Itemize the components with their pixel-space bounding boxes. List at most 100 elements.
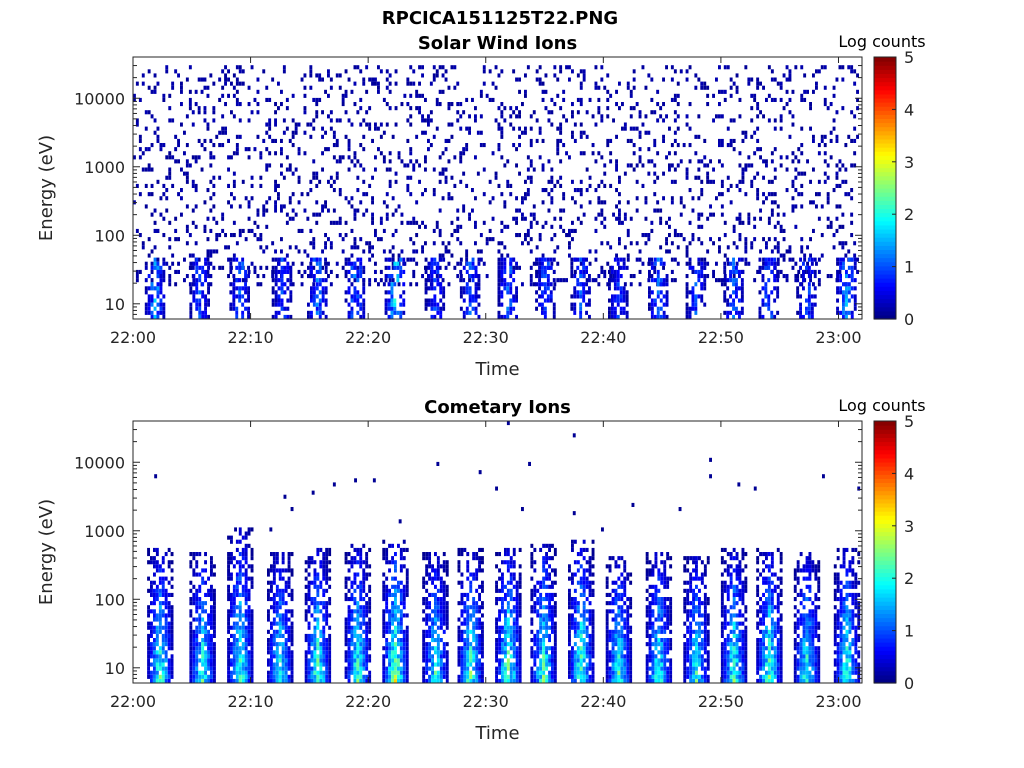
data-cell bbox=[168, 220, 172, 225]
data-cell bbox=[853, 151, 857, 156]
data-cell bbox=[365, 560, 369, 565]
colorbar-segment bbox=[874, 102, 896, 107]
data-cell bbox=[232, 286, 236, 291]
data-cell bbox=[359, 580, 363, 585]
data-cell bbox=[503, 286, 507, 291]
data-cell bbox=[201, 646, 205, 651]
data-cell bbox=[735, 286, 738, 291]
data-cell bbox=[204, 302, 207, 307]
data-cell bbox=[853, 241, 857, 246]
data-cell bbox=[141, 73, 145, 78]
data-cell bbox=[715, 261, 718, 266]
data-cell bbox=[543, 274, 547, 279]
data-cell bbox=[756, 85, 760, 90]
data-cell bbox=[344, 233, 348, 238]
data-cell bbox=[350, 298, 354, 303]
data-cell bbox=[328, 568, 332, 573]
data-cell bbox=[167, 638, 171, 643]
colorbar-segment bbox=[874, 265, 896, 271]
data-cell bbox=[482, 192, 486, 197]
data-cell bbox=[518, 77, 521, 82]
data-cell bbox=[474, 196, 477, 201]
data-cell bbox=[353, 208, 357, 213]
data-cell bbox=[247, 666, 251, 671]
data-cell bbox=[512, 265, 516, 270]
data-cell bbox=[356, 613, 360, 618]
data-cell bbox=[594, 122, 598, 127]
data-cell bbox=[479, 257, 483, 262]
data-cell bbox=[241, 564, 245, 569]
data-cell bbox=[836, 290, 839, 295]
data-cell bbox=[740, 269, 744, 274]
data-cell bbox=[606, 73, 610, 78]
data-cell bbox=[347, 290, 351, 295]
data-cell bbox=[650, 274, 654, 279]
data-cell bbox=[735, 89, 739, 94]
data-cell bbox=[189, 642, 193, 647]
data-cell bbox=[356, 650, 360, 655]
data-cell bbox=[773, 192, 777, 197]
data-cell bbox=[788, 77, 792, 82]
data-cell bbox=[388, 183, 392, 188]
data-cell bbox=[779, 118, 783, 123]
data-cell bbox=[608, 282, 611, 287]
data-cell bbox=[209, 274, 213, 279]
data-cell bbox=[500, 314, 504, 319]
data-cell bbox=[435, 274, 439, 279]
data-cell bbox=[312, 282, 316, 287]
data-cell bbox=[444, 77, 448, 82]
data-cell bbox=[161, 568, 165, 573]
data-cell bbox=[450, 102, 454, 107]
data-cell bbox=[200, 77, 204, 82]
data-cell bbox=[247, 294, 250, 299]
data-cell bbox=[450, 233, 454, 238]
data-cell bbox=[385, 625, 389, 630]
data-cell bbox=[788, 249, 792, 254]
data-cell bbox=[556, 179, 560, 184]
data-cell bbox=[329, 175, 333, 180]
data-cell bbox=[235, 629, 239, 634]
data-cell bbox=[521, 216, 524, 221]
data-cell bbox=[227, 625, 230, 630]
data-cell bbox=[374, 81, 377, 86]
data-cell bbox=[447, 261, 451, 266]
data-cell bbox=[839, 261, 842, 266]
data-cell bbox=[312, 294, 316, 299]
data-cell bbox=[648, 286, 651, 291]
data-cell bbox=[318, 269, 322, 274]
data-cell bbox=[543, 269, 547, 274]
data-cell bbox=[393, 298, 397, 303]
data-cell bbox=[189, 601, 193, 606]
data-cell bbox=[164, 633, 168, 638]
data-cell bbox=[209, 208, 213, 213]
data-cell bbox=[741, 167, 745, 172]
data-cell bbox=[397, 642, 400, 647]
data-cell bbox=[565, 233, 568, 238]
data-cell bbox=[327, 69, 330, 74]
data-cell bbox=[304, 576, 308, 581]
data-cell bbox=[147, 642, 150, 647]
data-cell bbox=[325, 638, 329, 643]
data-cell bbox=[835, 216, 839, 221]
data-cell bbox=[845, 286, 848, 291]
data-cell bbox=[365, 613, 369, 618]
data-cell bbox=[170, 613, 174, 618]
data-cell bbox=[597, 282, 601, 287]
data-cell bbox=[582, 261, 586, 266]
data-cell bbox=[198, 629, 202, 634]
data-cell bbox=[359, 269, 363, 274]
data-cell bbox=[195, 601, 199, 606]
data-cell bbox=[588, 200, 592, 205]
data-cell bbox=[282, 65, 286, 70]
data-cell bbox=[203, 85, 207, 90]
data-cell bbox=[432, 188, 436, 193]
data-cell bbox=[388, 662, 391, 667]
data-cell bbox=[153, 564, 156, 569]
data-cell bbox=[415, 159, 419, 164]
data-cell bbox=[259, 237, 263, 242]
data-cell bbox=[632, 126, 636, 131]
data-cell bbox=[735, 269, 738, 274]
data-cell bbox=[394, 650, 397, 655]
data-cell bbox=[353, 102, 357, 107]
data-cell bbox=[433, 306, 437, 311]
